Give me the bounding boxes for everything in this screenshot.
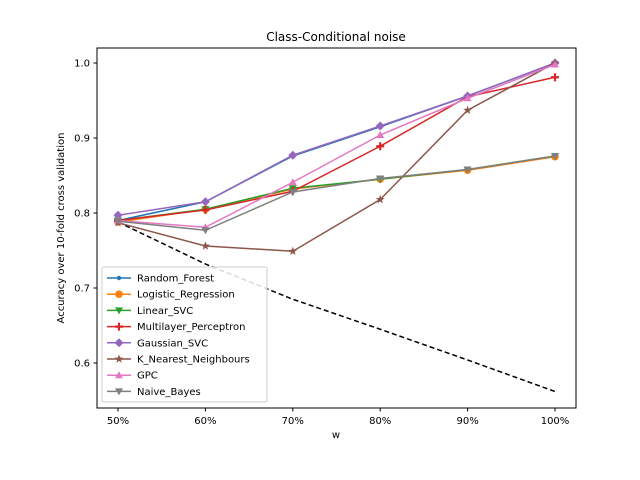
legend-entry: Multilayer_Perceptron (107, 322, 246, 333)
y-tick-label: 0.8 (74, 209, 90, 220)
data-point (551, 73, 559, 82)
legend-entry: GPC (107, 371, 158, 382)
data-point (288, 178, 297, 186)
legend-marker (116, 275, 122, 281)
plot-area (113, 58, 560, 393)
series-naive-bayes (114, 153, 559, 235)
data-point (551, 60, 559, 68)
legend-marker (115, 371, 123, 379)
y-axis-label: Accuracy over 10-fold cross validation (56, 133, 67, 324)
data-point (114, 218, 122, 226)
series-line (117, 63, 556, 229)
data-point (463, 94, 472, 102)
legend-marker (115, 290, 123, 299)
legend-label: Linear_SVC (137, 306, 193, 317)
data-point (201, 241, 210, 250)
legend: Random_Forest Logistic_Regression Linear_S… (101, 266, 268, 403)
legend-entry: Naive_Bayes (107, 387, 201, 398)
plot-frame (96, 47, 577, 409)
legend-marker (115, 388, 123, 396)
data-point (375, 194, 385, 204)
data-point (376, 142, 385, 151)
x-tick-label: 70% (282, 416, 304, 427)
data-point (376, 131, 385, 138)
data-point (113, 210, 123, 220)
data-point (288, 150, 298, 160)
data-point (201, 206, 210, 214)
x-tick-label: 90% (456, 416, 478, 427)
y-tick-label: 0.6 (74, 359, 90, 370)
legend-box (101, 266, 268, 403)
data-point (463, 105, 472, 114)
legend-entry: Logistic_Regression (107, 290, 235, 301)
legend-label: Gaussian_SVC (137, 338, 208, 349)
series-line (117, 76, 556, 222)
legend-marker (115, 307, 123, 315)
data-point (376, 175, 385, 183)
data-point (463, 166, 472, 174)
x-tick-label: 80% (369, 416, 391, 427)
data-point (551, 153, 559, 160)
data-point (200, 197, 210, 207)
series-line (117, 62, 556, 253)
legend-marker (115, 322, 123, 331)
legend-label: Naive_Bayes (137, 387, 201, 398)
x-axis-label: w (332, 430, 340, 441)
x-tick-label: 100% (541, 416, 570, 427)
x-tick-label: 60% (194, 416, 216, 427)
legend-entry: K_Nearest_Neighbours (107, 354, 250, 366)
chart-title: Class-Conditional noise (266, 30, 406, 44)
legend-label: GPC (137, 371, 158, 382)
legend-label: Multilayer_Perceptron (137, 322, 246, 333)
data-point (375, 121, 385, 131)
legend-label: Logistic_Regression (137, 290, 235, 301)
series-line (117, 155, 556, 232)
legend-marker (114, 338, 124, 348)
series-line (117, 62, 556, 216)
legend-label: K_Nearest_Neighbours (137, 355, 250, 366)
legend-entry: Linear_SVC (107, 306, 193, 317)
data-point (288, 246, 298, 255)
y-tick-label: 1.0 (74, 59, 90, 70)
legend-marker (114, 354, 124, 363)
data-point (288, 189, 297, 196)
legend-label: Random_Forest (137, 274, 214, 285)
y-tick-label: 0.7 (74, 284, 90, 295)
y-tick-label: 0.9 (74, 134, 90, 145)
data-point (201, 227, 210, 235)
legend-entry: Gaussian_SVC (107, 338, 208, 349)
reference-dashed-line (117, 221, 556, 393)
axes: 50% 60% 70% 80% 90% 100% 0.6 0.7 0.8 0.9 1.0 (74, 59, 569, 428)
x-tick-label: 50% (107, 416, 129, 427)
legend-entry: Random_Forest (107, 274, 214, 285)
